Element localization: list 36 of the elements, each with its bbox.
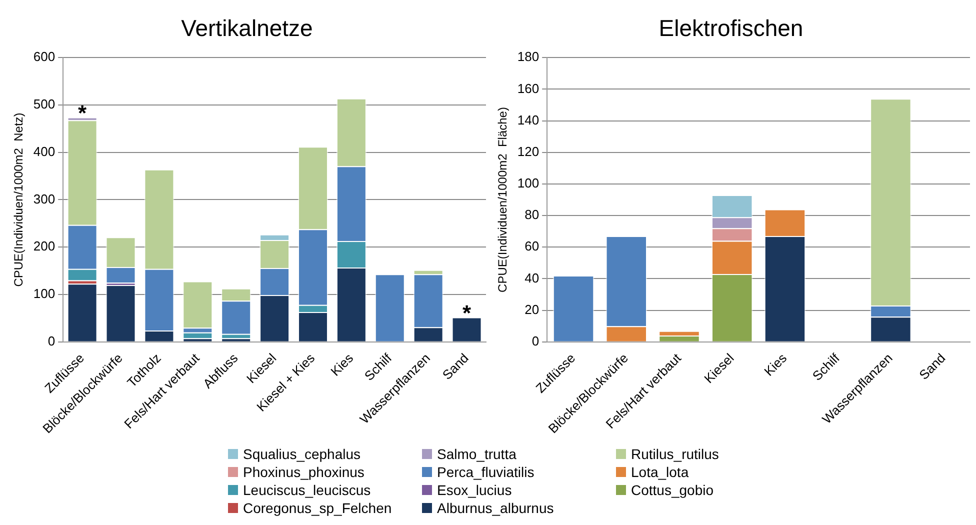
y-tick-label: 100 [517, 176, 540, 191]
annotation: * [462, 300, 472, 326]
y-tick-label: 0 [48, 333, 56, 348]
y-tick-label: 20 [524, 302, 540, 317]
y-tick-label: 100 [33, 286, 56, 302]
legend-label: Phoxinus_phoxinus [243, 464, 364, 480]
y-tick-label: 180 [517, 49, 540, 64]
y-tick-label: 600 [33, 49, 56, 64]
y-tick-label: 80 [524, 207, 540, 222]
y-tick-label: 120 [517, 144, 540, 159]
x-tick-label: Kies [761, 350, 790, 379]
legend-label: Perca_fluviatilis [437, 464, 534, 480]
legend-label: Leuciscus_leuciscus [243, 482, 371, 498]
y-tick-label: 0 [532, 333, 540, 348]
y-tick-label: 500 [33, 96, 56, 112]
legend-label: Esox_lucius [437, 482, 512, 498]
y-tick-label: 40 [524, 270, 540, 286]
y-axis-title: CPUE(Individuen/1000m2 Fläche) [496, 107, 510, 292]
chart-title: Elektrofischen [658, 15, 804, 42]
y-tick-label: 400 [33, 144, 56, 159]
chart-title: Vertikalnetze [181, 15, 313, 42]
legend-label: Lota_lota [631, 464, 689, 480]
y-tick-label: 300 [33, 191, 56, 206]
y-tick-label: 160 [517, 80, 540, 96]
legend-label: Squalius_cephalus [243, 446, 361, 462]
y-tick-label: 140 [517, 112, 540, 128]
legend-label: Alburnus_alburnus [437, 500, 554, 516]
y-tick-label: 60 [524, 238, 540, 254]
legend-label: Salmo_trutta [437, 446, 516, 462]
legend-label: Coregonus_sp_Felchen [243, 500, 392, 516]
x-tick-label: Kies [328, 350, 356, 379]
legend-label: Rutilus_rutilus [631, 446, 719, 462]
y-axis-title: CPUE(Individuen/1000m2 Netz) [12, 112, 26, 287]
legend-label: Cottus_gobio [631, 482, 714, 498]
annotation: * [78, 100, 88, 126]
y-tick-label: 200 [33, 238, 56, 254]
